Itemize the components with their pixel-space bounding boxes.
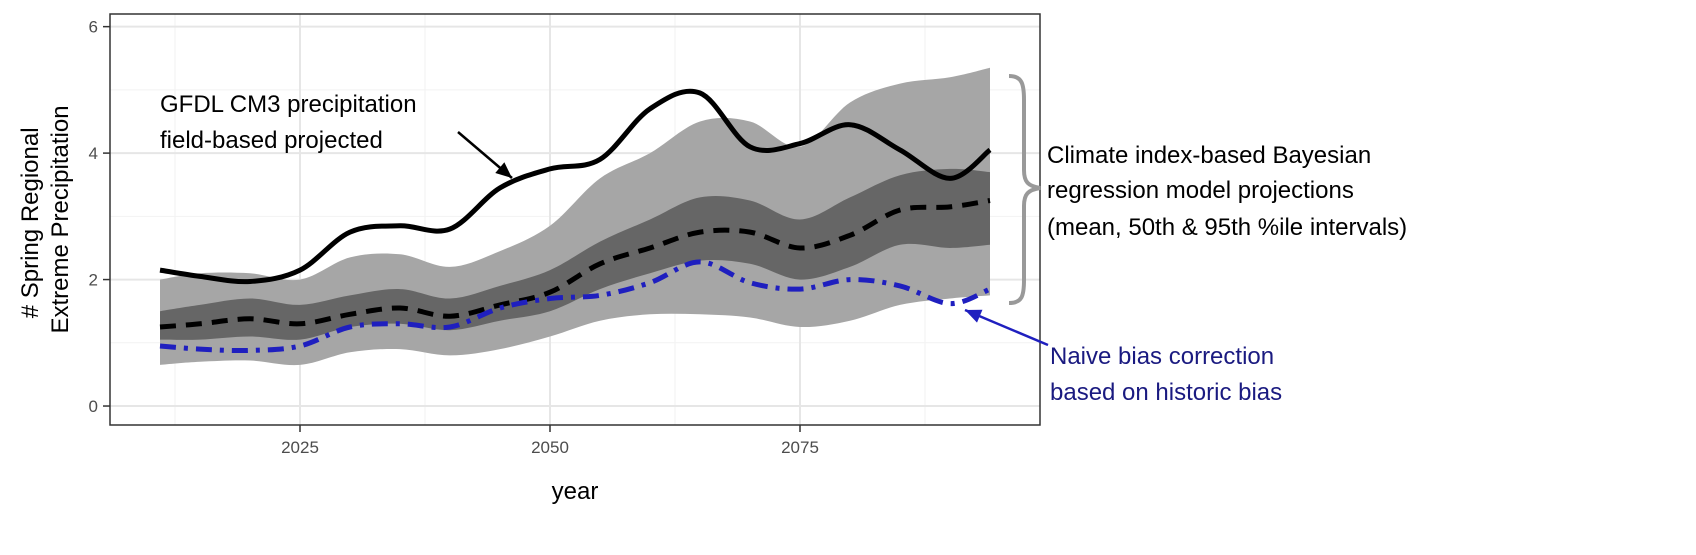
mean-series-line xyxy=(159,198,991,330)
bayes-annotation-line-3: (mean, 50th & 95th %ile intervals) xyxy=(1047,214,1407,241)
x-tick-label: 2025 xyxy=(281,438,319,457)
gfdl-arrow-head xyxy=(495,162,512,178)
y-tick-label: 2 xyxy=(89,271,98,290)
interval-95-band xyxy=(160,67,990,366)
x-tick-label: 2075 xyxy=(781,438,819,457)
series-lines xyxy=(159,88,992,354)
y-tick-label: 4 xyxy=(89,144,98,163)
gfdl-annotation-line-1: GFDL CM3 precipitation xyxy=(160,91,417,118)
naive-annotation-line-2: based on historic bias xyxy=(1050,379,1282,406)
naive-series-line xyxy=(159,259,991,354)
y-axis-title-line-2: Extreme Precipitation xyxy=(47,105,74,333)
interval-50-band xyxy=(160,168,990,340)
naive-annotation: Naive bias correction based on historic … xyxy=(1050,343,1282,406)
y-tick-label: 0 xyxy=(89,397,98,416)
bayes-annotation: Climate index-based Bayesian regression … xyxy=(1047,142,1407,241)
naive-arrow-head xyxy=(965,309,983,323)
axes: 2025 2050 2075 0 2 4 6 xyxy=(89,18,819,457)
bayes-brace xyxy=(1008,74,1041,305)
y-axis-title: # Spring Regional Extreme Precipitation xyxy=(17,105,74,333)
bayes-annotation-line-2: regression model projections xyxy=(1047,177,1354,204)
x-axis-title: year xyxy=(552,478,599,505)
gfdl-series-line xyxy=(159,88,992,285)
gfdl-annotation-line-2: field-based projected xyxy=(160,127,383,154)
plot-panel-border xyxy=(109,13,1041,426)
x-tick-label: 2050 xyxy=(531,438,569,457)
bayes-annotation-line-1: Climate index-based Bayesian xyxy=(1047,142,1371,169)
interval-50-band-group xyxy=(160,168,990,340)
gfdl-annotation: GFDL CM3 precipitation field-based proje… xyxy=(160,91,423,154)
y-tick-label: 6 xyxy=(89,18,98,37)
annotations: GFDL CM3 precipitation field-based proje… xyxy=(160,74,1407,406)
naive-annotation-line-1: Naive bias correction xyxy=(1050,343,1274,370)
y-axis-title-line-1: # Spring Regional xyxy=(17,127,44,318)
interval-95-band-group xyxy=(160,67,990,366)
